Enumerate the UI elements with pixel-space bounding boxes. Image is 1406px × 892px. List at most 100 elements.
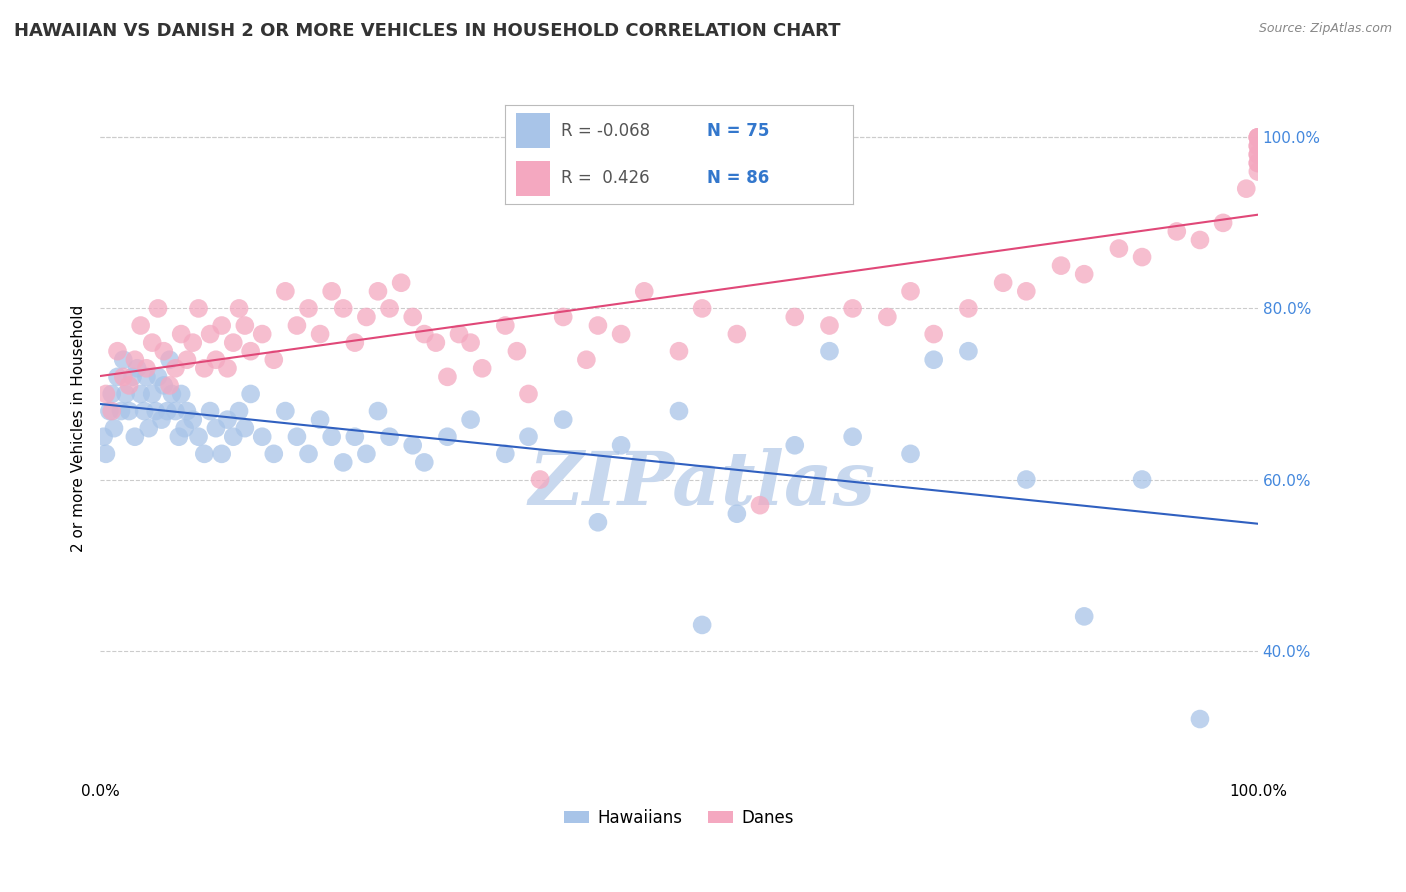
Point — [165, 404, 187, 418]
Point — [818, 344, 841, 359]
Point — [367, 404, 389, 418]
Point — [181, 335, 204, 350]
Point — [1247, 156, 1270, 170]
Point — [1234, 181, 1257, 195]
Point — [1050, 259, 1073, 273]
Point — [922, 327, 945, 342]
Point — [233, 318, 256, 333]
Point — [250, 430, 273, 444]
Legend: Hawaiians, Danes: Hawaiians, Danes — [558, 803, 800, 834]
Point — [436, 430, 458, 444]
Point — [170, 387, 193, 401]
Point — [297, 301, 319, 316]
Point — [145, 404, 167, 418]
Point — [176, 352, 198, 367]
Point — [211, 447, 233, 461]
Point — [460, 335, 482, 350]
Point — [146, 301, 169, 316]
Point — [1130, 250, 1153, 264]
Point — [1015, 473, 1038, 487]
Point — [749, 498, 772, 512]
Point — [1247, 139, 1270, 153]
Point — [94, 387, 117, 401]
Point — [94, 447, 117, 461]
Point — [170, 327, 193, 342]
Point — [506, 344, 529, 359]
Point — [690, 301, 713, 316]
Point — [1247, 147, 1270, 161]
Point — [610, 327, 633, 342]
Point — [1130, 473, 1153, 487]
Point — [124, 430, 146, 444]
Point — [173, 421, 195, 435]
Point — [725, 507, 748, 521]
Point — [211, 318, 233, 333]
Point — [118, 404, 141, 418]
Point — [332, 455, 354, 469]
Point — [343, 430, 366, 444]
Point — [1212, 216, 1234, 230]
Point — [425, 335, 447, 350]
Point — [378, 301, 401, 316]
Point — [517, 430, 540, 444]
Point — [586, 318, 609, 333]
Point — [668, 344, 690, 359]
Point — [112, 369, 135, 384]
Point — [309, 412, 332, 426]
Point — [103, 421, 125, 435]
Point — [321, 285, 343, 299]
Point — [112, 352, 135, 367]
Point — [129, 387, 152, 401]
Point — [159, 352, 181, 367]
Point — [402, 438, 425, 452]
Point — [141, 387, 163, 401]
Point — [127, 361, 149, 376]
Point — [586, 516, 609, 530]
Point — [783, 310, 806, 324]
Point — [1188, 712, 1211, 726]
Point — [957, 301, 980, 316]
Point — [181, 412, 204, 426]
Point — [160, 387, 183, 401]
Point — [228, 301, 250, 316]
Point — [193, 361, 215, 376]
Text: ZIPatlas: ZIPatlas — [529, 448, 876, 521]
Text: Source: ZipAtlas.com: Source: ZipAtlas.com — [1258, 22, 1392, 36]
Point — [436, 369, 458, 384]
Point — [1247, 130, 1270, 145]
Point — [783, 438, 806, 452]
Point — [222, 335, 245, 350]
Point — [367, 285, 389, 299]
Point — [725, 327, 748, 342]
Point — [297, 447, 319, 461]
Point — [217, 412, 239, 426]
Point — [205, 352, 228, 367]
Point — [1247, 130, 1270, 145]
Point — [274, 404, 297, 418]
Point — [447, 327, 470, 342]
Point — [610, 438, 633, 452]
Point — [460, 412, 482, 426]
Point — [991, 276, 1014, 290]
Point — [198, 404, 221, 418]
Point — [321, 430, 343, 444]
Point — [1247, 164, 1270, 178]
Point — [165, 361, 187, 376]
Point — [517, 387, 540, 401]
Point — [494, 447, 516, 461]
Y-axis label: 2 or more Vehicles in Household: 2 or more Vehicles in Household — [72, 304, 86, 552]
Point — [138, 421, 160, 435]
Point — [1073, 267, 1095, 281]
Point — [332, 301, 354, 316]
Point — [121, 369, 143, 384]
Point — [900, 285, 922, 299]
Point — [141, 335, 163, 350]
Point — [378, 430, 401, 444]
Point — [217, 361, 239, 376]
Point — [187, 430, 209, 444]
Point — [1108, 242, 1130, 256]
Point — [233, 421, 256, 435]
Point — [1188, 233, 1211, 247]
Point — [1247, 147, 1270, 161]
Point — [285, 430, 308, 444]
